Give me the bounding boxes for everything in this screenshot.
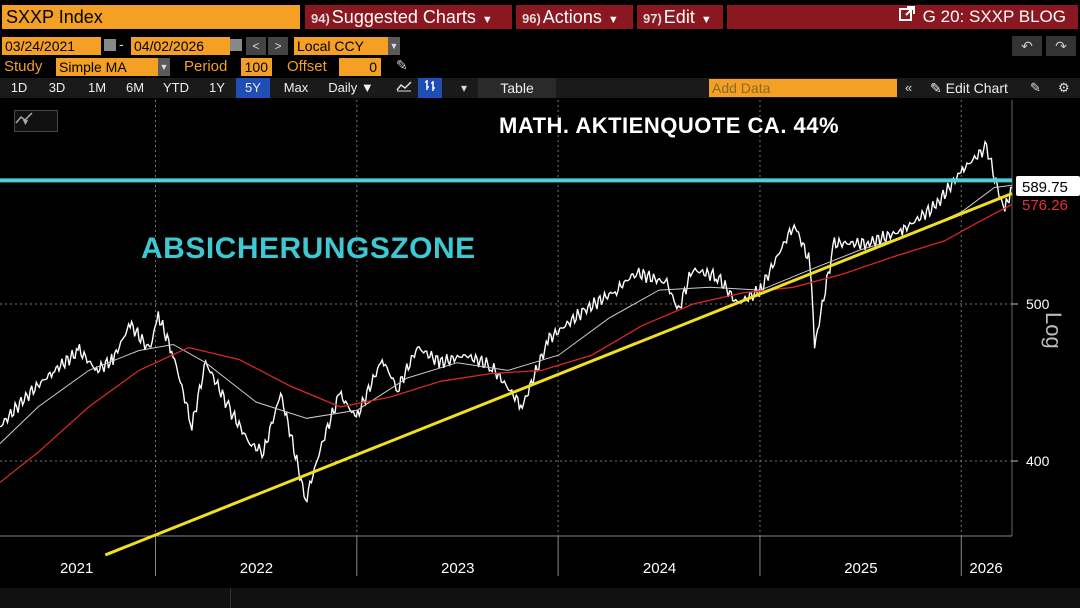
chart-toolbar: 1D 3D 1M 6M YTD 1Y 5Y Max Daily ▼ ▾ Tabl…	[0, 78, 1080, 98]
x-tick-label: 2022	[240, 560, 273, 577]
edit-chart-button[interactable]: ✎ Edit Chart	[930, 78, 1008, 98]
series-line-2	[0, 203, 1013, 483]
series-line-1	[0, 184, 1013, 444]
study-value: Simple MA	[59, 59, 127, 75]
period-6m[interactable]: 6M	[125, 80, 145, 95]
x-tick-label: 2023	[441, 560, 474, 577]
chevron-down-icon: ▼	[607, 14, 619, 26]
blog-link[interactable]: G 20: SXXP BLOG	[727, 5, 1078, 29]
offset-label: Offset	[287, 58, 327, 75]
calendar-icon[interactable]	[104, 39, 116, 51]
period-5y[interactable]: 5Y	[236, 78, 270, 98]
frequency-select[interactable]: Daily ▼	[320, 78, 382, 98]
chevron-down-icon: ▼	[158, 58, 170, 76]
period-label: Period	[184, 58, 228, 75]
y-tick-label: 500	[1026, 296, 1050, 312]
next-period-button[interactable]: >	[268, 37, 288, 55]
chevron-down-icon: ▼	[388, 37, 400, 55]
menu-label: Edit	[663, 7, 695, 27]
price-label-last: 589.75	[1022, 179, 1068, 196]
period-max[interactable]: Max	[283, 80, 309, 95]
title-bar: SXXP Index 94) Suggested Charts ▼ 96) Actio…	[0, 0, 1080, 34]
study-label: Study	[4, 58, 43, 75]
x-tick-label: 2025	[844, 560, 877, 577]
trendline	[104, 192, 1013, 557]
period-3d[interactable]: 3D	[48, 80, 66, 95]
chevron-down-icon: ▼	[360, 80, 374, 95]
add-data-input[interactable]: Add Data	[709, 79, 897, 97]
end-date-field[interactable]: 04/02/2026	[131, 37, 230, 55]
start-date-field[interactable]: 03/24/2021	[2, 37, 101, 55]
redo-icon[interactable]: ↷	[1046, 36, 1076, 56]
offset-input[interactable]: 0	[339, 58, 381, 76]
line-chart-icon	[15, 112, 33, 124]
prev-period-button[interactable]: <	[246, 37, 266, 55]
x-tick-label: 2026	[969, 560, 1002, 577]
suggested-charts-menu[interactable]: 94) Suggested Charts ▼	[305, 5, 512, 29]
table-button[interactable]: Table	[478, 78, 556, 98]
range-separator: -	[119, 36, 124, 52]
status-bar	[0, 588, 1080, 608]
currency-value: Local CCY	[297, 38, 364, 54]
price-chart[interactable]: 400 500 2021 2022 2023 2024 2025 2026 Log 589.75 5…	[0, 100, 1080, 580]
ticker-field[interactable]: SXXP Index	[2, 5, 300, 29]
price-label-box	[1016, 196, 1080, 214]
chevron-down-icon: ▼	[481, 14, 493, 26]
line-chart-icon[interactable]	[392, 78, 416, 98]
annotation-title: MATH. AKTIENQUOTE CA. 44%	[499, 113, 840, 138]
study-select[interactable]: Simple MA ▼	[56, 58, 170, 76]
menu-label: Suggested Charts	[331, 7, 476, 27]
gear-icon[interactable]: ⚙	[1058, 80, 1070, 95]
chevron-down-icon[interactable]: ▾	[460, 81, 468, 95]
chart-canvas: 400 500 2021 2022 2023 2024 2025 2026 Log 589.755…	[0, 100, 1080, 580]
series-line-0	[0, 139, 1013, 503]
chart-type-selector[interactable]: ▼	[14, 110, 58, 132]
study-bar: Study Simple MA ▼ Period 100 Offset 0 ✎	[0, 57, 1080, 77]
menu-label: Actions	[542, 7, 602, 27]
x-tick-label: 2024	[643, 560, 676, 577]
external-link-icon	[898, 5, 915, 29]
currency-select[interactable]: Local CCY ▼	[294, 37, 400, 55]
chevron-down-icon: ▼	[21, 117, 30, 127]
price-label-box	[1016, 176, 1080, 196]
edit-chart-label: Edit Chart	[945, 80, 1008, 96]
period-ytd[interactable]: YTD	[163, 80, 189, 95]
divider	[230, 588, 231, 608]
edit-menu[interactable]: 97) Edit ▼	[637, 5, 723, 29]
menu-number: 97)	[643, 11, 662, 26]
period-1y[interactable]: 1Y	[209, 80, 225, 95]
frequency-value: Daily	[328, 80, 358, 95]
annotation-zone: ABSICHERUNGSZONE	[141, 232, 476, 265]
menu-number: 94)	[311, 11, 330, 26]
menu-number: 96)	[522, 11, 541, 26]
period-1m[interactable]: 1M	[87, 80, 107, 95]
period-1d[interactable]: 1D	[10, 80, 28, 95]
actions-menu[interactable]: 96) Actions ▼	[516, 5, 633, 29]
blog-label: G 20: SXXP BLOG	[922, 7, 1066, 26]
date-range-bar: 03/24/2021 - 04/02/2026 < > Local CCY ▼ ↶…	[0, 36, 1080, 56]
calendar-icon[interactable]	[230, 39, 242, 51]
chevron-down-icon: ▼	[700, 14, 712, 26]
edit-icon[interactable]: ✎	[1030, 80, 1041, 95]
pencil-icon[interactable]: ✎	[396, 57, 408, 73]
bar-chart-icon[interactable]	[418, 78, 442, 98]
pencil-icon: ✎	[930, 80, 942, 96]
collapse-icon[interactable]: «	[905, 80, 913, 95]
undo-icon[interactable]: ↶	[1012, 36, 1042, 56]
log-scale-label: Log	[1041, 312, 1066, 349]
y-tick-label: 400	[1026, 453, 1050, 469]
x-tick-label: 2021	[60, 560, 93, 577]
period-input[interactable]: 100	[241, 58, 272, 76]
price-label-ma: 576.26	[1022, 197, 1068, 214]
